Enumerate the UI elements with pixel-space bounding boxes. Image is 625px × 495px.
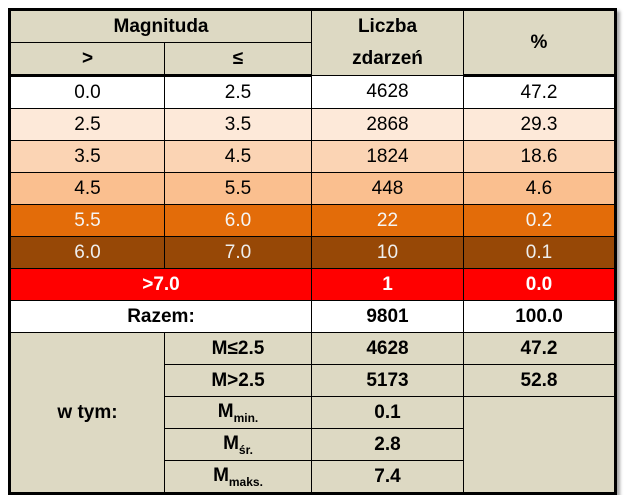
cell: >7.0 [9,268,312,301]
cell: 5.5 [164,172,312,205]
cell: M>2.5 [164,364,312,397]
label: M [217,400,234,422]
subscript: śr. [238,442,253,457]
row: w tym: M≤2.5 4628 47.2 [9,332,616,494]
cell: 29.3 [463,108,616,141]
cell: 4.5 [9,172,165,205]
row: 6.0 7.0 10 0.1 [9,236,616,269]
cell: 4628 [311,332,464,365]
cell: 3.5 [9,140,165,173]
row: Mmin. 0.1 [10,396,616,494]
cell: 1 [311,268,464,301]
row: 3.5 4.5 1824 18.6 [9,140,616,173]
empty-cell [463,396,616,494]
cell: Mmaks. [164,460,312,494]
subscript: maks. [228,474,263,489]
row: 0.0 2.5 4628 47.2 [9,75,616,109]
row: 5.5 6.0 22 0.2 [9,204,616,237]
cell: 47.2 [463,75,616,109]
cell: w tym: [9,332,165,494]
cell: 6.0 [164,204,312,237]
cell: 52.8 [463,364,616,397]
cell: 0.1 [463,236,616,269]
page: Magnituda Liczba zdarzeń % > ≤ 0.0 2.5 462… [8,8,617,495]
cell: 7.0 [164,236,312,269]
cell: 2868 [311,108,464,141]
cell: 0.0 [9,75,165,109]
cell: 7.4 [311,460,464,494]
cell: Mmin. [164,396,312,429]
cell: 9801 [311,300,464,333]
cell: 5.5 [9,204,165,237]
cell: Mśr. [164,428,312,461]
cell: 0.2 [463,204,616,237]
row: 2.5 3.5 2868 29.3 [9,108,616,141]
cell: 4628 [311,75,464,109]
cell: M≤2.5 [164,332,312,365]
cell: 2.8 [311,428,464,461]
cell: 0.1 [311,396,464,429]
header-cell: Magnituda [9,9,312,43]
header-row: Magnituda Liczba zdarzeń % [9,9,616,77]
header-cell: > [9,42,165,77]
header-cell: Liczba zdarzeń [311,9,464,76]
cell: 4.5 [164,140,312,173]
label: M [213,464,229,486]
header-cell: % [463,9,616,77]
cell: 47.2 [463,332,616,365]
cell: 10 [311,236,464,269]
cell: 3.5 [164,108,312,141]
cell: 22 [311,204,464,237]
cell: 448 [311,172,464,205]
cell: 1824 [311,140,464,173]
subscript: min. [233,410,259,425]
row: >7.0 1 0.0 [9,268,616,301]
row: Razem: 9801 100.0 [9,300,616,333]
row: Mśr. 2.8 [10,428,616,461]
magnitude-table: Magnituda Liczba zdarzeń % > ≤ 0.0 2.5 462… [8,8,617,495]
cell: 18.6 [463,140,616,173]
cell: 4.6 [463,172,616,205]
cell: 100.0 [463,300,616,333]
cell: 5173 [311,364,464,397]
cell: 2.5 [164,75,312,109]
row: 4.5 5.5 448 4.6 [9,172,616,205]
cell: Razem: [9,300,312,333]
cell: 2.5 [9,108,165,141]
label: M [223,432,239,454]
header-cell: ≤ [164,42,312,77]
cell: 0.0 [463,268,616,301]
row: M>2.5 5173 52.8 [10,364,616,397]
cell: 6.0 [9,236,165,269]
